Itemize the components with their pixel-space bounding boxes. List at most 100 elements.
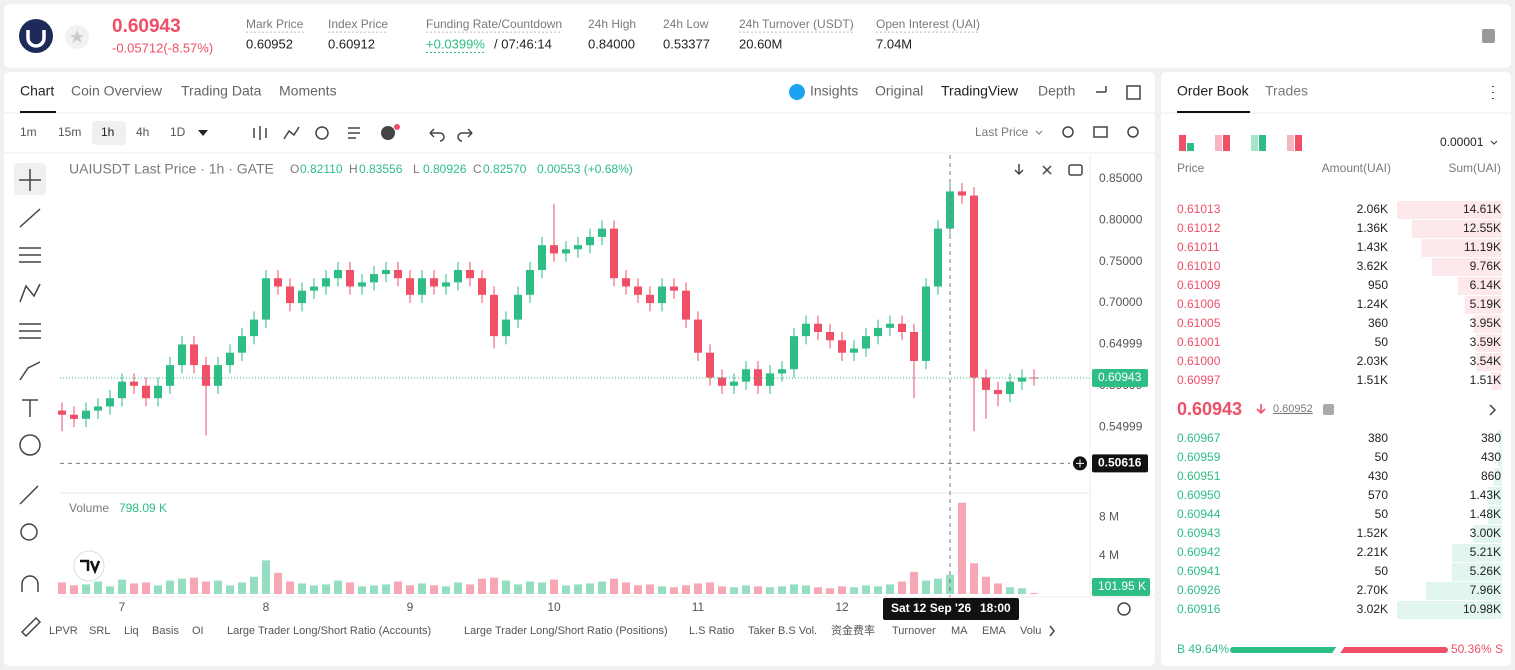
emoji-tool[interactable] [19, 434, 41, 456]
ob-price[interactable]: 0.61012 [1177, 221, 1221, 235]
ob-price[interactable]: 0.60943 [1177, 526, 1221, 540]
ob-price[interactable]: 0.60944 [1177, 507, 1221, 521]
indicator-icon[interactable] [283, 126, 300, 140]
view-tab[interactable]: Insights [810, 83, 858, 99]
tick-dropdown[interactable] [1490, 140, 1498, 145]
settings[interactable] [1127, 126, 1139, 138]
text-tool[interactable] [22, 399, 38, 417]
ob-price[interactable]: 0.61001 [1177, 335, 1221, 349]
ob-price[interactable]: 0.60941 [1177, 564, 1221, 578]
price-source[interactable]: Last Price [975, 125, 1029, 139]
ob-sum: 3.59K [1470, 335, 1501, 349]
alert-icon[interactable] [381, 126, 395, 140]
indicator[interactable]: Taker B.S Vol. [748, 625, 817, 637]
redo[interactable] [457, 128, 473, 142]
chart-btn[interactable] [1014, 164, 1024, 176]
replay-icon[interactable] [315, 126, 329, 140]
ob-price[interactable]: 0.61013 [1177, 202, 1221, 216]
chart-tab[interactable]: Trading Data [181, 83, 262, 99]
volume-bar [238, 582, 246, 594]
ob-price[interactable]: 0.60950 [1177, 488, 1221, 502]
chart-btn[interactable] [1068, 164, 1083, 176]
ob-price[interactable]: 0.60926 [1177, 583, 1221, 597]
indicator[interactable]: Liq [124, 625, 139, 637]
pencil-tool[interactable] [20, 616, 42, 638]
ob-price[interactable]: 0.61011 [1177, 240, 1220, 254]
ob-price[interactable]: 0.60967 [1177, 431, 1221, 445]
ob-price[interactable]: 0.60959 [1177, 450, 1221, 464]
snapshot[interactable] [1093, 126, 1108, 138]
indicator-scroll[interactable] [1049, 625, 1055, 637]
ob-tab[interactable]: Trades [1265, 83, 1308, 99]
indicator[interactable]: Large Trader Long/Short Ratio (Positions… [464, 625, 668, 637]
indicator[interactable]: OI [192, 625, 204, 637]
volume-bar [394, 581, 402, 594]
ob-price[interactable]: 0.61009 [1177, 278, 1221, 292]
indicator[interactable]: Turnover [892, 625, 936, 637]
candles-icon[interactable] [253, 126, 267, 140]
layout-toggle[interactable] [1126, 85, 1141, 100]
interval-dropdown[interactable] [198, 130, 208, 136]
ob-price[interactable]: 0.61006 [1177, 297, 1221, 311]
fib-tool[interactable] [19, 247, 41, 263]
indicator[interactable]: Volu [1020, 625, 1041, 637]
ob-view-icons[interactable] [1179, 135, 1302, 151]
indicator[interactable]: SRL [89, 625, 110, 637]
crosshair-tool[interactable] [19, 169, 41, 191]
ob-price[interactable]: 0.60916 [1177, 602, 1221, 616]
view-tab[interactable]: Depth [1038, 83, 1075, 99]
chart-btn[interactable] [1042, 165, 1052, 175]
chart-settings[interactable] [1117, 602, 1131, 616]
brush-tool[interactable] [19, 361, 41, 381]
candle-body [502, 319, 510, 337]
depth-bar [1487, 506, 1502, 524]
interval[interactable]: 4h [136, 125, 149, 139]
last-price-tag [1092, 368, 1148, 387]
interval[interactable]: 15m [58, 125, 81, 139]
ohlc-key: L [413, 162, 420, 176]
chart-tab[interactable]: Chart [20, 83, 54, 99]
depth-bar [1397, 601, 1502, 619]
volume-bar [106, 586, 114, 594]
indicator[interactable]: 资金费率 [831, 623, 875, 637]
ob-price[interactable]: 0.60942 [1177, 545, 1221, 559]
zoom-tool[interactable] [20, 523, 38, 541]
pattern-tool[interactable] [19, 283, 41, 303]
indicator[interactable]: EMA [982, 625, 1007, 637]
volume-bar [526, 581, 534, 594]
ob-tick[interactable]: 0.00001 [1440, 135, 1484, 149]
volume-bar [970, 563, 978, 594]
template-icon[interactable] [348, 127, 360, 139]
ruler-tool[interactable] [19, 485, 39, 505]
fullscreen[interactable] [1096, 86, 1107, 93]
ob-price[interactable]: 0.60997 [1177, 373, 1221, 387]
indicator[interactable]: L.S Ratio [689, 625, 734, 637]
view-tab[interactable]: Original [875, 83, 923, 99]
ob-price[interactable]: 0.61010 [1177, 259, 1221, 273]
doc-icon[interactable] [1482, 29, 1495, 43]
trendline-tool[interactable] [19, 208, 41, 228]
undo[interactable] [429, 128, 445, 142]
source-dropdown[interactable] [1035, 130, 1043, 135]
ob-price[interactable]: 0.60951 [1177, 469, 1221, 483]
chart-tab[interactable]: Coin Overview [71, 83, 163, 99]
stat-value: 0.84000 [588, 36, 635, 51]
interval[interactable]: 1h [101, 125, 114, 139]
candle-body [814, 323, 822, 333]
indicator[interactable]: LPVR [49, 625, 78, 637]
interval[interactable]: 1D [170, 125, 186, 139]
indicator[interactable]: Large Trader Long/Short Ratio (Accounts) [227, 625, 431, 637]
ob-price[interactable]: 0.61005 [1177, 316, 1221, 330]
magnet-tool[interactable] [21, 575, 39, 592]
ob-tab[interactable]: Order Book [1177, 83, 1250, 99]
mid-expand[interactable] [1489, 404, 1497, 416]
indicator[interactable]: Basis [152, 625, 179, 637]
projection-tool[interactable] [19, 323, 41, 339]
chart-tab[interactable]: Moments [279, 83, 337, 99]
interval[interactable]: 1m [20, 125, 37, 139]
view-tab[interactable]: TradingView [941, 83, 1019, 99]
volume-bar [946, 574, 954, 594]
indicator[interactable]: MA [951, 625, 968, 637]
ob-price[interactable]: 0.61000 [1177, 354, 1221, 368]
search[interactable] [1062, 126, 1074, 138]
